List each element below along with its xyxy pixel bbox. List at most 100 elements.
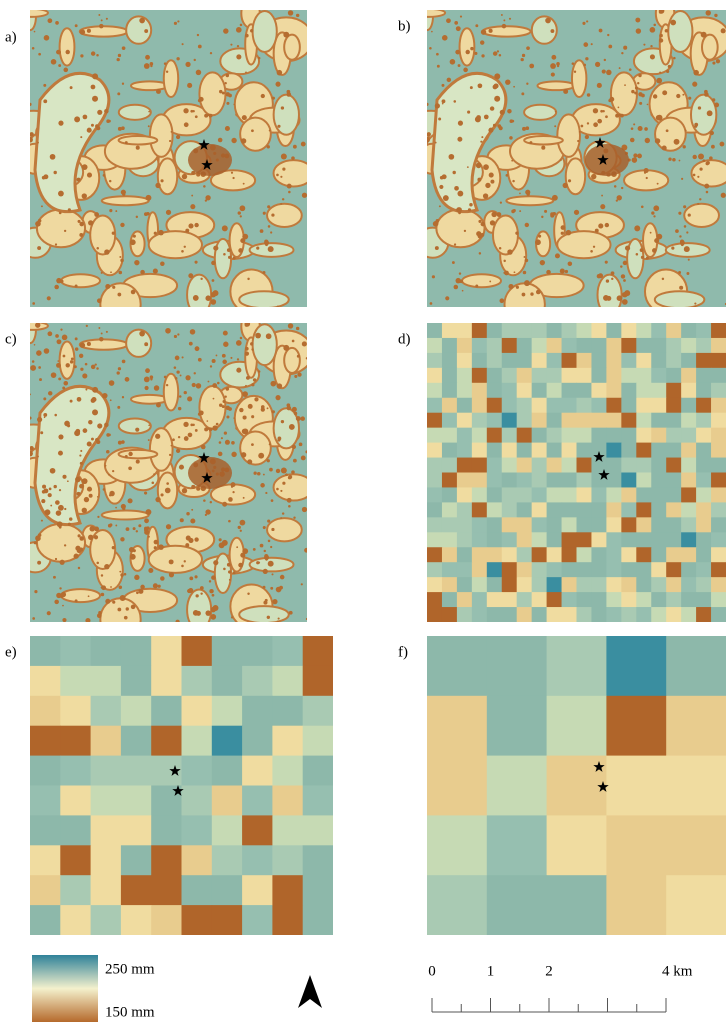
dry-dot: [679, 160, 681, 162]
dry-dot: [524, 280, 530, 286]
dry-dot: [302, 193, 307, 198]
grid-cell: [457, 577, 472, 592]
dry-dot: [701, 32, 707, 38]
dry-dot: [605, 223, 609, 227]
dry-dot: [236, 27, 242, 33]
grid-cell: [502, 428, 517, 443]
dry-dot: [80, 368, 83, 371]
dry-dot: [524, 256, 526, 258]
grid-cell: [681, 398, 696, 413]
grid-cell: [696, 413, 711, 428]
map-panel: [9, 312, 313, 640]
dry-dot: [682, 94, 684, 96]
dry-dot: [188, 273, 193, 278]
grid-cell: [562, 517, 577, 532]
grid-cell: [696, 458, 711, 473]
dry-dot: [590, 250, 593, 253]
grid-cell: [457, 502, 472, 517]
dry-dot: [87, 487, 92, 492]
dry-dot: [476, 115, 481, 120]
dry-dot: [241, 452, 246, 457]
dry-dot: [276, 488, 279, 491]
grid-cell: [303, 696, 334, 726]
dry-dot: [106, 433, 110, 437]
dry-dot: [112, 546, 115, 549]
dry-dot: [97, 423, 102, 428]
dry-dot: [227, 248, 231, 252]
dry-dot: [92, 409, 98, 415]
dry-dot: [633, 153, 637, 157]
dry-dot: [494, 73, 500, 79]
grid-cell: [427, 577, 442, 592]
dry-dot: [281, 106, 284, 109]
grid-cell: [457, 547, 472, 562]
grid-cell: [621, 532, 636, 547]
dry-dot: [190, 329, 195, 334]
grid-cell: [472, 473, 487, 488]
dry-dot: [655, 138, 660, 143]
dry-dot: [485, 183, 490, 188]
dry-dot: [165, 328, 171, 334]
grid-cell: [472, 547, 487, 562]
dry-dot: [502, 24, 507, 29]
dry-dot: [693, 155, 697, 159]
dry-dot: [556, 62, 560, 66]
dry-dot: [191, 485, 195, 489]
dry-dot: [151, 481, 154, 484]
dry-dot: [527, 193, 530, 196]
dry-dot: [184, 391, 187, 394]
dry-dot: [617, 295, 623, 301]
dry-dot: [529, 64, 534, 69]
grid-cell: [636, 458, 651, 473]
dry-dot: [437, 65, 440, 68]
grid-cell: [696, 532, 711, 547]
dry-dot: [153, 583, 158, 588]
grid-cell: [696, 487, 711, 502]
dry-dot: [207, 114, 209, 116]
dry-dot: [674, 139, 680, 145]
dry-dot: [190, 110, 193, 113]
grid-cell: [91, 666, 122, 696]
dry-dot: [712, 61, 715, 64]
dry-dot: [283, 345, 289, 351]
dry-dot: [657, 115, 663, 121]
grid-cell: [577, 532, 592, 547]
grid-cell: [606, 413, 621, 428]
dry-dot: [499, 298, 504, 303]
dry-dot: [57, 339, 62, 344]
grid-cell: [651, 547, 666, 562]
dry-dot: [154, 232, 157, 235]
dry-dot: [63, 355, 66, 358]
grid-cell: [121, 666, 152, 696]
dry-patch: [16, 322, 48, 330]
grid-cell: [487, 368, 502, 383]
dry-dot: [43, 413, 47, 417]
dry-dot: [122, 83, 124, 85]
dry-dot: [292, 445, 296, 449]
dry-dot: [277, 125, 280, 128]
dry-dot: [269, 468, 273, 472]
dry-dot: [54, 414, 57, 417]
dry-dot: [275, 82, 280, 87]
grid-cell: [487, 443, 502, 458]
dry-patch: [187, 275, 211, 315]
grid-cell: [636, 487, 651, 502]
dry-dot: [190, 518, 195, 523]
dry-dot: [544, 210, 547, 213]
grid-cell: [151, 666, 182, 696]
grid-cell: [651, 398, 666, 413]
dry-patch: [119, 105, 151, 120]
dry-dot: [268, 540, 271, 543]
dry-dot: [115, 525, 117, 527]
dry-dot: [283, 32, 289, 38]
grid-cell: [182, 666, 213, 696]
dry-dot: [616, 199, 618, 201]
grid-cell: [517, 458, 532, 473]
grid-cell: [577, 547, 592, 562]
dry-dot: [38, 533, 42, 537]
dry-dot: [74, 554, 79, 559]
dry-patch: [102, 511, 149, 520]
grid-cell: [681, 562, 696, 577]
dry-patch: [240, 431, 271, 464]
dry-dot: [112, 601, 115, 604]
